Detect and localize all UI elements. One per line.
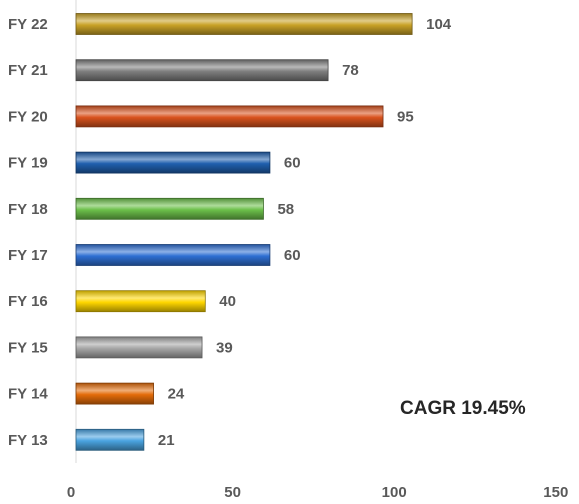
cagr-annotation: CAGR 19.45% xyxy=(400,398,526,419)
category-label: FY 20 xyxy=(8,108,48,125)
bar-fy-15 xyxy=(75,336,203,359)
bar-fy-20 xyxy=(75,105,384,128)
value-label: 60 xyxy=(284,155,301,172)
bar-fy-19 xyxy=(75,151,271,174)
value-label: 40 xyxy=(219,293,236,310)
x-tick-label: 100 xyxy=(382,484,407,501)
bar-fy-16 xyxy=(75,290,206,313)
category-label: FY 21 xyxy=(8,62,48,79)
x-tick-label: 50 xyxy=(224,484,241,501)
x-tick-label: 150 xyxy=(543,484,568,501)
category-label: FY 17 xyxy=(8,247,48,264)
category-label: FY 22 xyxy=(8,16,48,33)
x-axis-ticks: 0 50 100 150 xyxy=(67,484,568,501)
value-label: 21 xyxy=(158,432,175,449)
category-label: FY 13 xyxy=(8,432,48,449)
value-label: 104 xyxy=(426,16,452,33)
bar-fy-18 xyxy=(75,197,264,220)
bar-fy-13 xyxy=(75,428,145,451)
bar-fy-17 xyxy=(75,244,271,266)
value-label: 58 xyxy=(277,201,294,218)
value-label: 24 xyxy=(168,386,185,403)
value-label: 39 xyxy=(216,339,233,356)
value-label: 78 xyxy=(342,62,359,79)
category-label: FY 19 xyxy=(8,155,48,172)
bar-fy-22 xyxy=(75,13,413,35)
category-label: FY 16 xyxy=(8,293,48,310)
bar-fy-21 xyxy=(75,59,329,82)
category-label: FY 14 xyxy=(8,386,48,403)
bars-group: FY 13 21 FY 14 24 FY 15 39 FY 16 40 FY 17 60 FY 18… xyxy=(8,13,452,451)
bar-fy-14 xyxy=(75,382,154,405)
value-label: 95 xyxy=(397,108,414,125)
value-label: 60 xyxy=(284,247,301,264)
x-tick-label: 0 xyxy=(67,484,75,501)
category-label: FY 18 xyxy=(8,201,48,218)
category-label: FY 15 xyxy=(8,339,48,356)
